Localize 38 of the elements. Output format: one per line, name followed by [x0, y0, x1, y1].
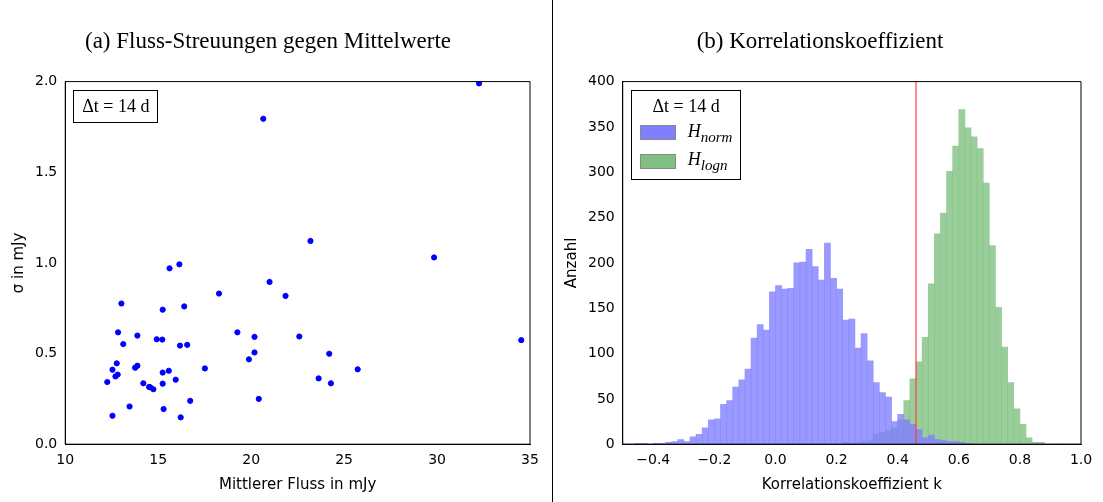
y-axis-title: Anzahl — [561, 237, 580, 289]
x-tick-label: 0.4 — [886, 451, 909, 468]
legend-title: Δt = 14 d — [651, 95, 721, 117]
y-tick-label: 350 — [587, 117, 615, 134]
x-tick-label: 0.8 — [1008, 451, 1032, 468]
x-tick-label: 0.6 — [947, 451, 971, 468]
y-tick-label: 50 — [596, 389, 615, 406]
x-tick-label: 35 — [521, 451, 539, 468]
x-tick-label: 25 — [335, 451, 354, 468]
x-tick-label: 15 — [149, 451, 168, 468]
y-tick-label: 200 — [587, 253, 615, 270]
legend-label: H$_{norm}$ — [687, 120, 733, 146]
x-tick-label: 20 — [242, 451, 261, 468]
y-tick-label: 0 — [605, 434, 615, 451]
annotation: Δt = 14 d — [82, 95, 150, 117]
x-tick-label: 0.2 — [825, 451, 848, 468]
y-tick-label: 1.5 — [35, 162, 58, 179]
y-axis-title: σ in mJy — [8, 232, 27, 294]
x-tick-label: 1.0 — [1069, 451, 1093, 468]
legend-label: H$_{logn}$ — [687, 149, 728, 174]
x-axis-title: Mittlerer Fluss in mJy — [218, 474, 377, 493]
y-tick-label: 1.0 — [35, 253, 58, 270]
y-tick-label: 0.0 — [35, 434, 58, 451]
y-tick-label: 300 — [587, 162, 615, 179]
chart-title: (a) Fluss-Streuungen gegen Mittelwerte — [85, 27, 451, 53]
x-tick-label: −0.2 — [697, 451, 732, 468]
y-tick-label: 0.5 — [35, 344, 58, 361]
y-tick-label: 2.0 — [35, 72, 58, 89]
x-axis-title: Korrelationskoeffizient k — [761, 474, 943, 493]
y-tick-label: 150 — [587, 298, 615, 315]
chart-title: (b) Korrelationskoeffizient — [696, 27, 944, 53]
y-tick-label: 400 — [587, 72, 615, 89]
x-tick-label: 30 — [428, 451, 446, 468]
y-tick-label: 100 — [587, 344, 615, 361]
x-tick-label: 10 — [56, 451, 75, 468]
x-tick-label: 0.0 — [764, 451, 787, 468]
x-tick-label: −0.4 — [636, 451, 671, 468]
y-tick-label: 250 — [587, 208, 615, 225]
